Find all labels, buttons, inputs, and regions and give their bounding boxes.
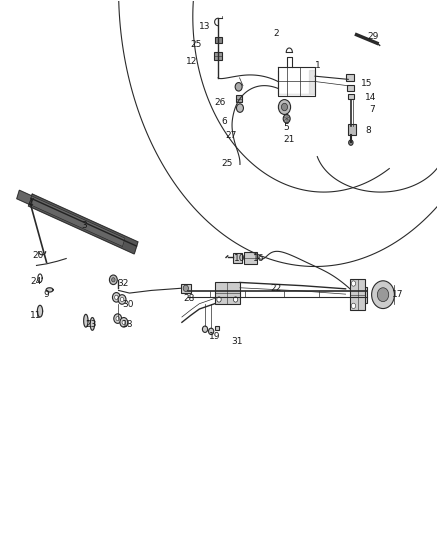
Circle shape — [282, 103, 288, 111]
Polygon shape — [28, 194, 138, 254]
Polygon shape — [84, 314, 88, 327]
Text: 26: 26 — [215, 98, 226, 107]
Circle shape — [237, 104, 244, 112]
Text: 13: 13 — [199, 22, 211, 31]
Circle shape — [279, 100, 290, 115]
Bar — [244, 252, 258, 264]
Text: 22: 22 — [271, 284, 282, 293]
Text: 19: 19 — [209, 332, 221, 341]
Text: 11: 11 — [30, 311, 42, 320]
Text: 28: 28 — [183, 294, 194, 303]
Text: 25: 25 — [221, 159, 233, 168]
Circle shape — [120, 318, 128, 327]
Text: 10: 10 — [234, 254, 246, 263]
Circle shape — [122, 320, 126, 325]
Circle shape — [202, 326, 208, 333]
Text: 2: 2 — [274, 29, 279, 38]
Text: 24: 24 — [30, 277, 42, 286]
Circle shape — [113, 293, 120, 302]
Circle shape — [208, 328, 214, 335]
Circle shape — [351, 281, 356, 286]
Text: 29: 29 — [367, 33, 379, 42]
Bar — [347, 85, 354, 91]
Circle shape — [233, 297, 238, 302]
Circle shape — [360, 296, 366, 303]
Circle shape — [120, 297, 124, 302]
Text: 18: 18 — [122, 320, 134, 329]
Bar — [348, 94, 354, 99]
Text: 7: 7 — [370, 105, 375, 114]
Text: 21: 21 — [284, 135, 295, 144]
Circle shape — [114, 314, 122, 324]
Circle shape — [110, 275, 117, 285]
Text: 25: 25 — [191, 40, 202, 49]
Bar — [350, 279, 365, 310]
Bar — [359, 287, 367, 303]
Text: 6: 6 — [221, 117, 227, 126]
Circle shape — [351, 303, 356, 309]
Text: 14: 14 — [365, 93, 377, 102]
Circle shape — [183, 285, 188, 292]
Circle shape — [349, 140, 353, 146]
Text: 31: 31 — [231, 337, 243, 346]
Text: 3: 3 — [81, 221, 87, 230]
Text: 17: 17 — [392, 289, 403, 298]
Text: 4: 4 — [28, 199, 33, 208]
Bar — [215, 326, 219, 330]
Polygon shape — [17, 190, 125, 247]
Bar — [348, 124, 356, 135]
Circle shape — [235, 83, 242, 91]
Bar — [233, 253, 242, 263]
Circle shape — [115, 295, 118, 300]
Text: 5: 5 — [284, 123, 290, 132]
Polygon shape — [278, 70, 315, 94]
Bar — [346, 74, 354, 82]
Text: 15: 15 — [361, 78, 372, 87]
Text: 27: 27 — [226, 131, 237, 140]
Text: 8: 8 — [365, 126, 371, 135]
Polygon shape — [90, 318, 95, 330]
Circle shape — [112, 278, 115, 282]
Text: 1: 1 — [315, 61, 321, 70]
Text: 12: 12 — [186, 58, 198, 66]
Circle shape — [371, 281, 394, 309]
Text: 9: 9 — [43, 289, 49, 298]
Bar — [236, 95, 242, 102]
Circle shape — [118, 295, 126, 304]
Circle shape — [283, 115, 290, 123]
Circle shape — [217, 297, 221, 302]
Circle shape — [116, 317, 120, 321]
Bar — [214, 52, 223, 60]
Polygon shape — [46, 288, 53, 292]
Text: 20: 20 — [32, 252, 43, 260]
Bar — [180, 284, 191, 293]
Text: 16: 16 — [253, 254, 265, 263]
Text: 30: 30 — [122, 300, 134, 309]
Bar — [215, 37, 222, 43]
Text: 23: 23 — [86, 320, 97, 329]
Circle shape — [377, 288, 389, 302]
Text: 32: 32 — [118, 279, 129, 288]
Polygon shape — [37, 305, 42, 317]
Bar — [215, 282, 240, 304]
